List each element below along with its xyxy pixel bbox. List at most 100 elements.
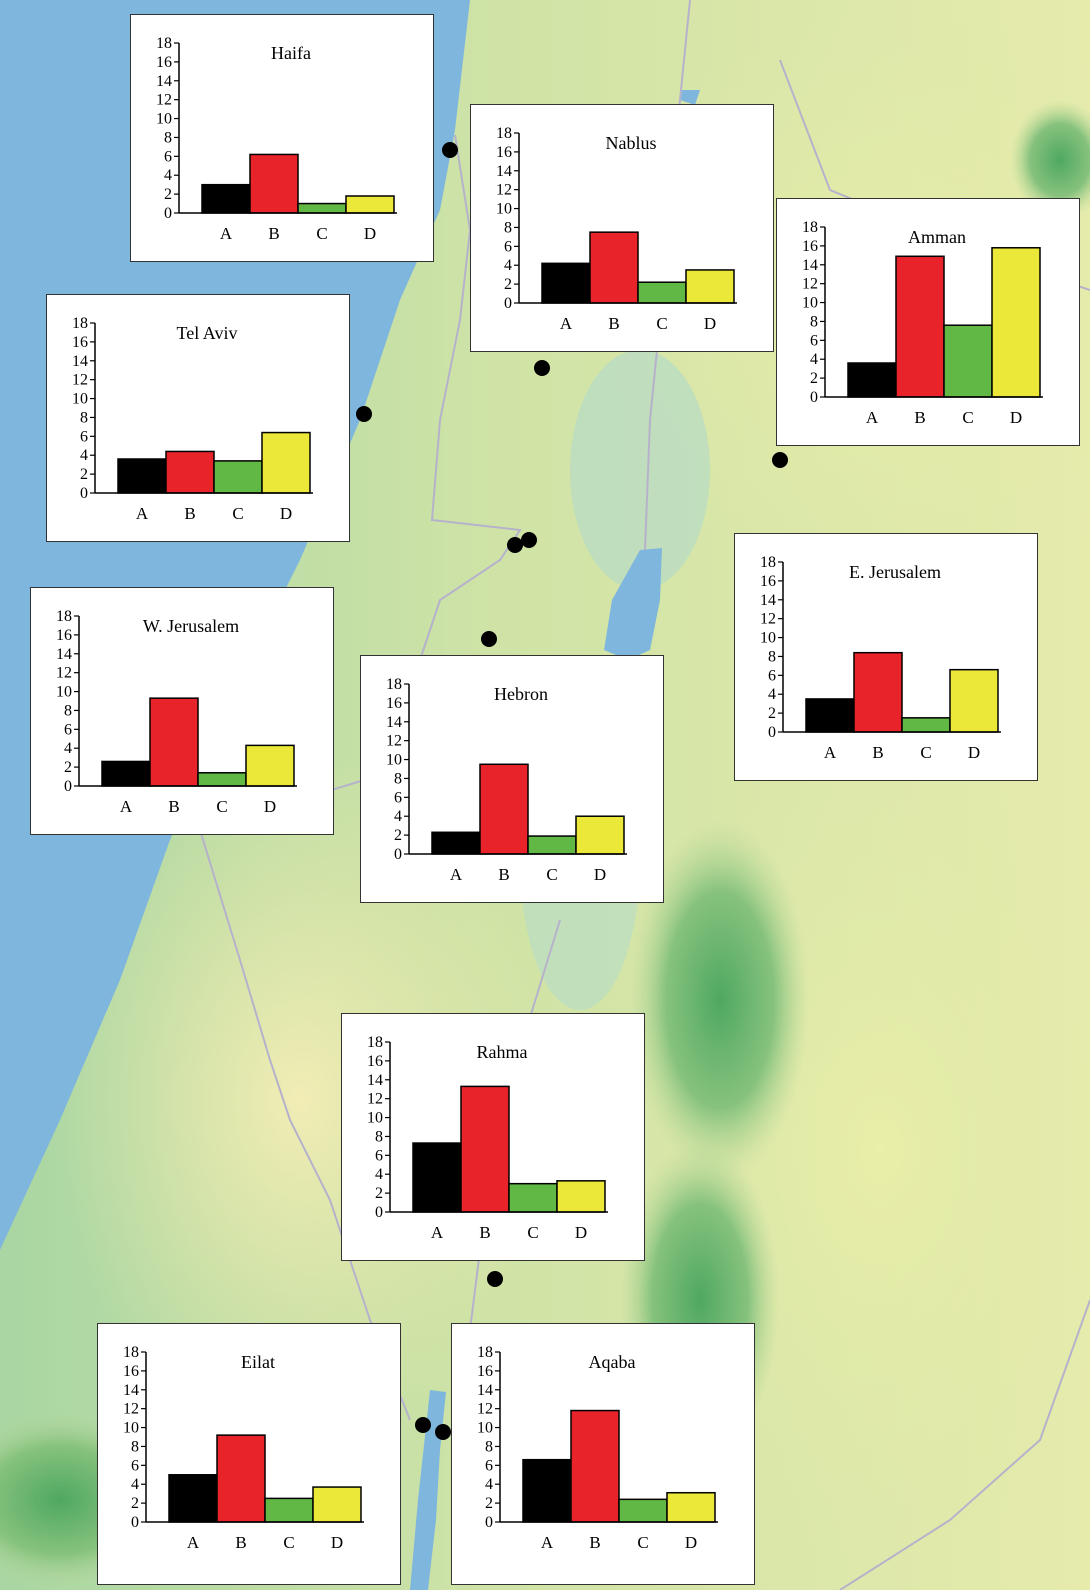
y-tick-label: 18 (123, 1344, 139, 1361)
x-tick-label: B (914, 408, 925, 427)
y-tick-label: 10 (496, 201, 512, 218)
y-tick-label: 6 (485, 1457, 493, 1474)
y-tick-label: 4 (375, 1166, 383, 1183)
bar-d (949, 668, 999, 733)
bar-a (168, 1474, 218, 1523)
y-tick-label: 10 (386, 752, 402, 769)
y-tick-label: 12 (477, 1401, 493, 1418)
y-tick-label: 10 (56, 684, 72, 701)
y-tick-label: 2 (810, 370, 818, 387)
y-tick-label: 16 (386, 695, 402, 712)
x-tick-label: D (575, 1223, 587, 1242)
x-tick-label: B (235, 1533, 246, 1552)
x-tick-label: B (498, 865, 509, 884)
bar-a (201, 183, 251, 214)
bar-a (412, 1142, 462, 1213)
y-tick-label: 16 (477, 1363, 493, 1380)
bar-d (685, 269, 735, 304)
y-tick-label: 6 (394, 789, 402, 806)
chart-panel-aqaba: Aqaba 0 2 4 6 8 10 12 14 16 18 A B C D (451, 1323, 755, 1585)
bar-b (479, 763, 529, 855)
y-tick-label: 18 (367, 1034, 383, 1051)
y-tick-label: 12 (56, 665, 72, 682)
y-tick-label: 10 (72, 391, 88, 408)
x-tick-label: C (216, 797, 227, 816)
bar-chart: Hebron 0 2 4 6 810 12 14 16 18 A B C D (386, 676, 627, 884)
x-tick-label: C (527, 1223, 538, 1242)
y-tick-label: 12 (156, 92, 172, 109)
y-tick-label: 4 (485, 1476, 493, 1493)
bar-d (575, 815, 625, 855)
y-tick-label: 2 (485, 1495, 493, 1512)
chart-title: Tel Aviv (177, 323, 238, 343)
chart-panel-rahma: Rahma 0 2 4 6 8 10 12 14 16 18 A B C D (341, 1013, 645, 1261)
y-tick-label: 8 (768, 648, 776, 665)
y-tick-label: 0 (80, 485, 88, 502)
y-tick-label: 2 (504, 276, 512, 293)
bar-d (261, 431, 311, 494)
bar-d (312, 1486, 362, 1523)
chart-title: E. Jerusalem (849, 562, 941, 582)
city-marker-hebron (481, 631, 497, 647)
y-tick-label: 8 (375, 1128, 383, 1145)
x-tick-label: B (608, 314, 619, 333)
x-tick-label: C (546, 865, 557, 884)
bar-d (666, 1491, 716, 1523)
y-tick-label: 6 (80, 428, 88, 445)
x-tick-label: D (1010, 408, 1022, 427)
y-tick-label: 14 (123, 1382, 139, 1399)
y-tick-label: 12 (496, 182, 512, 199)
y-tick-label: 6 (131, 1457, 139, 1474)
x-tick-label: A (541, 1533, 554, 1552)
y-tick-label: 14 (367, 1072, 383, 1089)
bar-chart: W. Jerusalem 0 2 4 6 810 12 14 16 18 A B C D (56, 608, 297, 816)
x-tick-label: D (331, 1533, 343, 1552)
x-tick-label: B (184, 504, 195, 523)
y-tick-label: 18 (386, 676, 402, 693)
y-tick-label: 8 (485, 1438, 493, 1455)
y-tick-label: 6 (810, 332, 818, 349)
chart-title: Nablus (606, 133, 657, 153)
y-tick-label: 12 (72, 372, 88, 389)
bar-c (901, 717, 951, 733)
y-tick-label: 16 (496, 144, 512, 161)
bar-c (618, 1498, 668, 1523)
y-tick-label: 16 (760, 573, 776, 590)
x-tick-label: D (364, 224, 376, 243)
x-tick-label: C (962, 408, 973, 427)
city-marker-e-jerusalem (521, 532, 537, 548)
y-tick-label: 18 (72, 315, 88, 332)
x-tick-label: A (187, 1533, 200, 1552)
y-tick-label: 6 (768, 667, 776, 684)
y-tick-label: 14 (386, 714, 402, 731)
bar-a (101, 760, 151, 787)
y-tick-label: 10 (477, 1420, 493, 1437)
bar-c (508, 1182, 558, 1213)
y-tick-label: 14 (496, 163, 512, 180)
bar-b (165, 450, 215, 494)
y-tick-label: 18 (496, 125, 512, 142)
y-tick-label: 14 (802, 257, 818, 274)
y-tick-label: 10 (802, 295, 818, 312)
bar-a (541, 262, 591, 304)
x-tick-label: C (283, 1533, 294, 1552)
y-tick-label: 0 (164, 205, 172, 222)
bar-a (431, 831, 481, 855)
y-tick-label: 12 (367, 1091, 383, 1108)
bar-chart: Aqaba 0 2 4 6 810 12 14 16 18 A B C D (477, 1344, 718, 1552)
bar-c (213, 460, 263, 494)
bar-a (847, 362, 897, 398)
x-tick-label: D (685, 1533, 697, 1552)
chart-title: Eilat (241, 1352, 275, 1372)
y-tick-label: 16 (367, 1053, 383, 1070)
chart-title: Aqaba (589, 1352, 636, 1372)
bar-b (853, 651, 903, 733)
bar-c (197, 772, 247, 787)
chart-panel-eilat: Eilat 0 2 4 6 8 10 12 14 16 18 A B C D (97, 1323, 401, 1585)
bar-d (556, 1180, 606, 1213)
chart-panel-haifa: Haifa 0 2 4 6 8 10 12 14 16 18 A B C D (130, 14, 434, 262)
bar-d (245, 744, 295, 787)
chart-title: Haifa (271, 43, 311, 63)
y-tick-label: 14 (477, 1382, 493, 1399)
x-tick-label: A (120, 797, 133, 816)
